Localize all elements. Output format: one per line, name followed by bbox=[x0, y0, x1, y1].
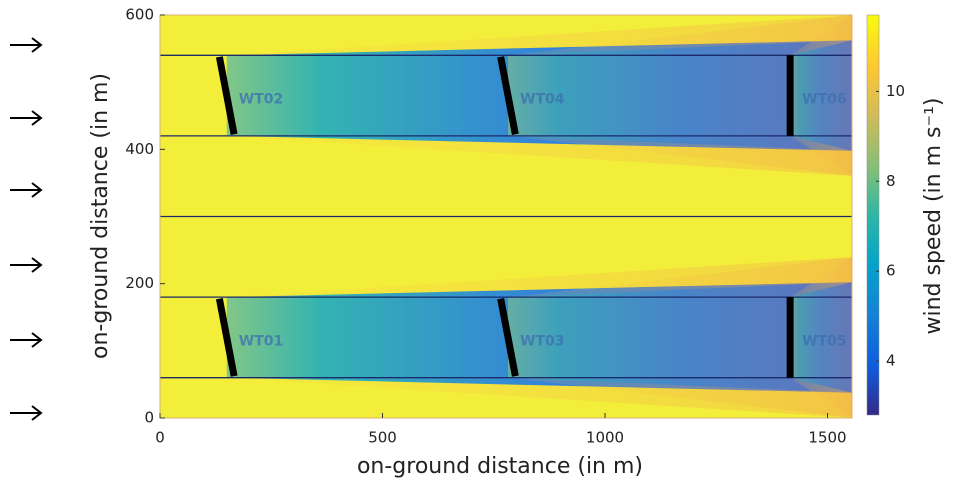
turbine-label: WT04 bbox=[520, 92, 565, 108]
turbine-rotor bbox=[497, 298, 519, 377]
wake bbox=[790, 282, 852, 393]
wake bbox=[508, 40, 852, 151]
y-tick-label: 400 bbox=[125, 140, 154, 158]
x-tick-label: 500 bbox=[368, 429, 397, 447]
y-axis-label: on-ground distance (in m) bbox=[88, 73, 113, 359]
x-axis-label: on-ground distance (in m) bbox=[357, 454, 643, 479]
x-tick-label: 1000 bbox=[586, 429, 624, 447]
y-tick-label: 600 bbox=[125, 6, 154, 24]
wake bbox=[790, 40, 852, 151]
turbine-rotor bbox=[497, 56, 519, 135]
colorbar-tick-label: 4 bbox=[886, 352, 896, 370]
turbine-label: WT01 bbox=[239, 333, 283, 349]
y-tick-label: 200 bbox=[125, 274, 154, 292]
colorbar-tick-label: 6 bbox=[886, 262, 896, 280]
colorbar-tick-label: 8 bbox=[886, 172, 896, 190]
plot-frame bbox=[159, 14, 853, 419]
inflow-arrows bbox=[10, 37, 43, 421]
turbine-label: WT02 bbox=[239, 92, 283, 108]
wake bbox=[508, 282, 852, 393]
turbine-rotor bbox=[215, 56, 238, 135]
turbine-label: WT03 bbox=[520, 333, 564, 349]
colorbar-label: wind speed (in m s⁻¹) bbox=[921, 98, 946, 335]
turbine-rotor bbox=[215, 298, 238, 377]
x-tick-label: 0 bbox=[155, 429, 165, 447]
colorbar bbox=[866, 14, 880, 416]
turbine-label: WT05 bbox=[802, 333, 846, 349]
colorbar-tick-label: 10 bbox=[886, 82, 905, 100]
x-tick-label: 1500 bbox=[808, 429, 846, 447]
turbine-label: WT06 bbox=[802, 92, 846, 108]
y-tick-label: 0 bbox=[144, 409, 154, 427]
